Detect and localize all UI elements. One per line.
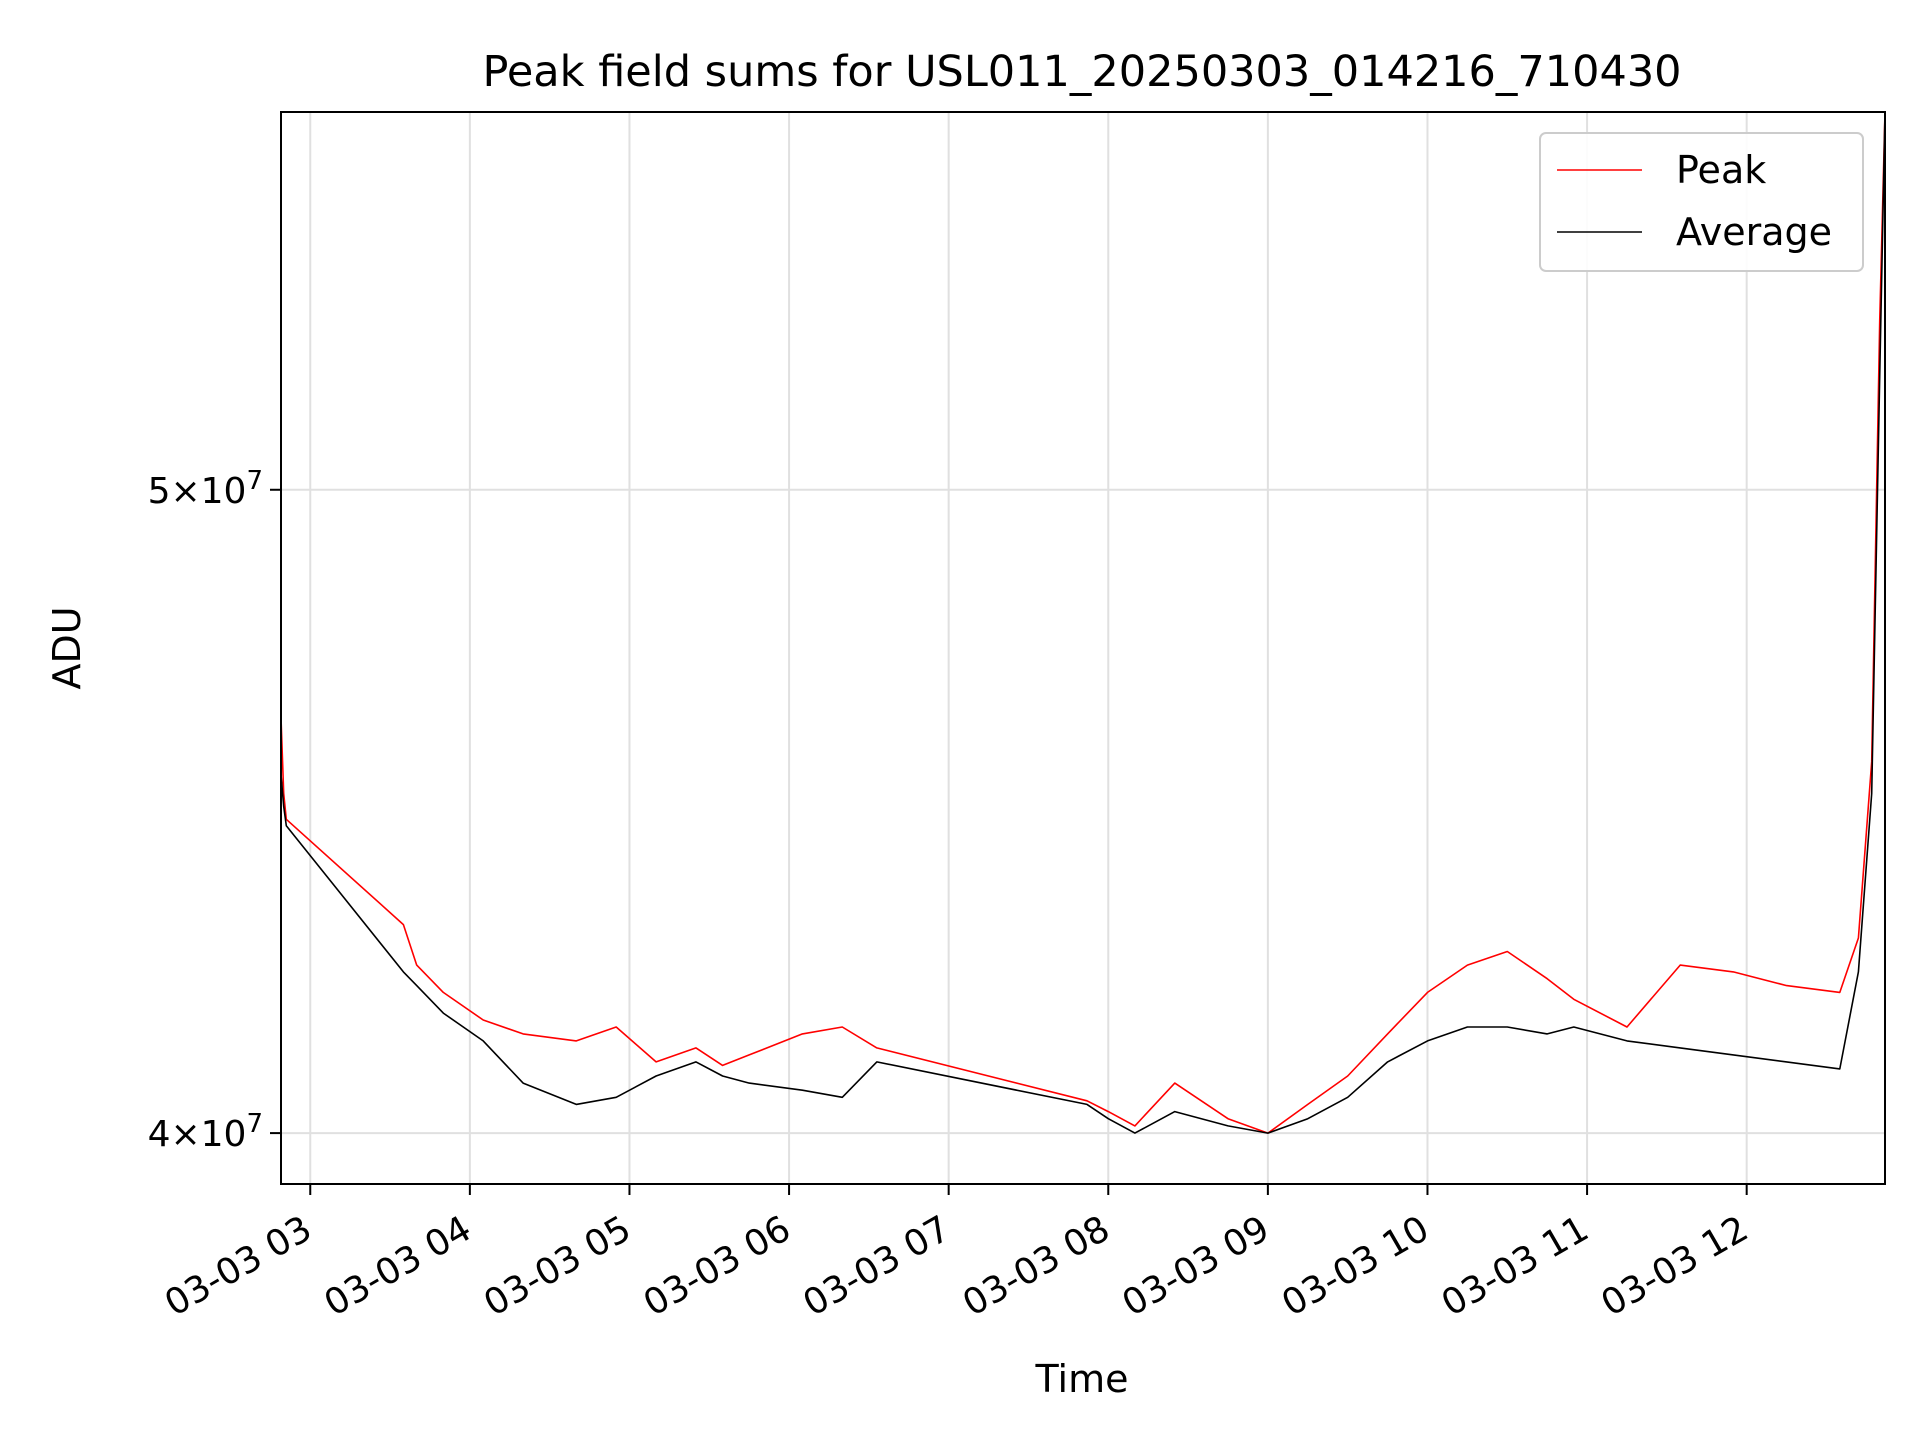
chart-title: Peak field sums for USL011_20250303_0142… bbox=[482, 47, 1681, 97]
legend-label-average: Average bbox=[1676, 210, 1832, 254]
plot-frame bbox=[280, 111, 1886, 1185]
y-tick-label: 4×107 bbox=[148, 1109, 263, 1155]
series-layer bbox=[280, 111, 1886, 1134]
legend-label-peak: Peak bbox=[1676, 148, 1766, 192]
legend: Peak Average bbox=[1539, 132, 1864, 272]
x-axis-label: Time bbox=[1035, 1357, 1129, 1401]
series-line-average bbox=[280, 111, 1886, 1134]
y-axis-label: ADU bbox=[45, 606, 89, 689]
grid bbox=[281, 112, 1885, 1184]
legend-box bbox=[1539, 132, 1864, 272]
series-line-peak bbox=[280, 111, 1886, 1134]
y-axis: 4×107 5×107 bbox=[148, 466, 281, 1155]
y-tick-label: 5×107 bbox=[148, 466, 263, 512]
